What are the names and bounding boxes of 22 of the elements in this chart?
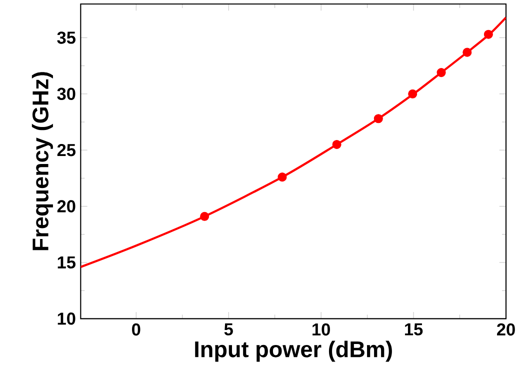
point: [408, 89, 418, 98]
y-tick-label: 10: [58, 312, 76, 325]
y-axis-title: Frequency (GHz): [32, 72, 53, 250]
x-tick-label: 20: [497, 323, 515, 336]
y-tick-label: 25: [57, 144, 76, 156]
x-tick-label: 5: [224, 323, 233, 336]
y-tick-label: 35: [57, 32, 76, 44]
line-series: [80, 16, 506, 268]
point: [200, 212, 210, 221]
point: [462, 48, 472, 57]
point: [278, 172, 287, 182]
point: [374, 114, 383, 124]
y-tick-label: 30: [57, 88, 76, 100]
x-tick-label: 15: [405, 323, 423, 336]
point: [436, 68, 446, 78]
point: [332, 140, 342, 149]
x-axis-title: Input power (dBm): [195, 340, 392, 362]
point: [484, 30, 493, 39]
y-tick-label: 20: [57, 200, 76, 212]
y-tick-label: 15: [58, 256, 76, 268]
x-tick-label: 10: [312, 323, 330, 336]
x-tick-label: 0: [132, 323, 140, 336]
